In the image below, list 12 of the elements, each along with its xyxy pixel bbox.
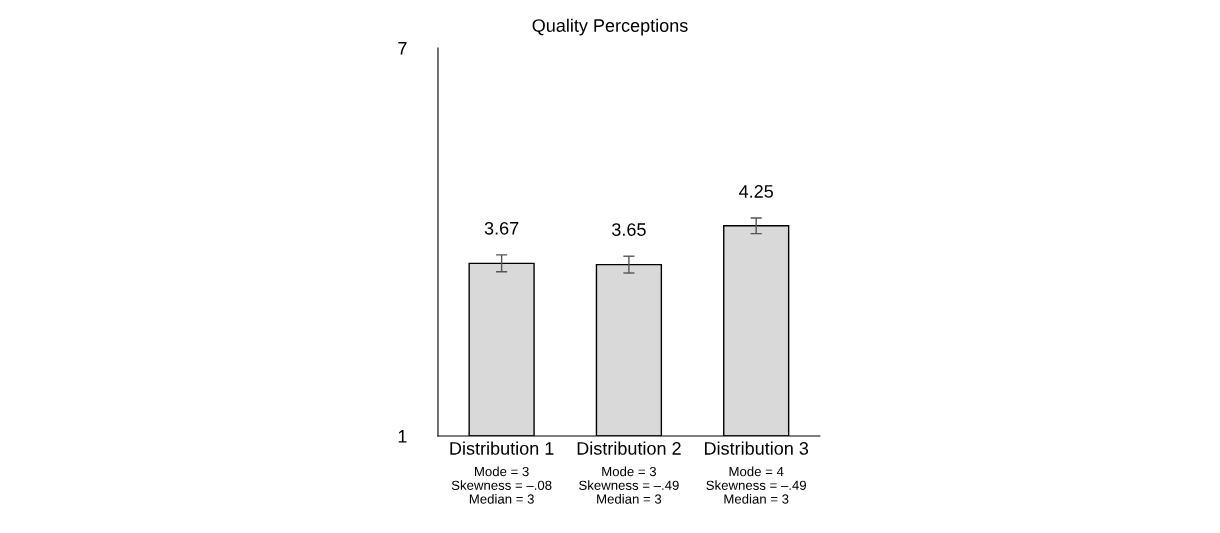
x-tick-label: Distribution 2 (577, 441, 681, 455)
data-label: 3.67 (484, 221, 519, 235)
y-tick-label: 7 (398, 42, 407, 55)
x-tick-label: Distribution 3 (705, 441, 809, 455)
data-label: 3.65 (612, 223, 646, 236)
x-tick-label: Distribution 1 (450, 441, 554, 455)
y-tick-label: 1 (398, 430, 407, 443)
data-label: 4.25 (739, 185, 774, 198)
text: Mode = 3 Skewness = –.49 Median = 3 (579, 466, 679, 504)
text: Mode = 4 Skewness = –.49 Median = 3 (706, 466, 806, 504)
text: Mode = 3 Skewness = –.08 Median = 3 (451, 466, 552, 504)
chart-title: Quality Perceptions (532, 18, 688, 36)
